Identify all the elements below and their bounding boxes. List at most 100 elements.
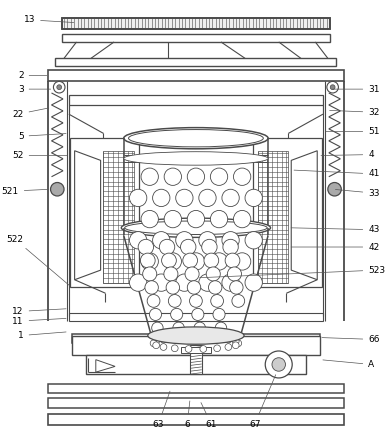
Bar [69,95,323,105]
Circle shape [130,232,147,249]
Circle shape [245,232,262,249]
Text: 5: 5 [18,132,66,141]
Text: 41: 41 [294,169,379,179]
Bar [253,138,322,288]
Circle shape [164,267,178,281]
Circle shape [190,295,202,307]
Circle shape [150,340,157,347]
Bar [55,58,336,66]
Circle shape [225,344,232,350]
Bar [258,151,288,283]
Text: 11: 11 [12,317,66,326]
Circle shape [230,281,243,294]
Text: 1: 1 [18,331,66,340]
Text: 42: 42 [291,242,379,252]
Circle shape [173,322,184,334]
Text: 32: 32 [330,108,379,117]
Circle shape [222,274,239,291]
Text: 3: 3 [18,85,51,93]
Circle shape [328,183,341,196]
Bar [69,314,323,321]
Circle shape [130,274,147,291]
Text: 522: 522 [7,235,69,286]
Text: 521: 521 [2,187,48,196]
Text: 66: 66 [322,335,380,344]
Circle shape [214,345,220,352]
Circle shape [176,232,193,249]
Circle shape [152,232,170,249]
Text: 2: 2 [18,71,47,80]
Circle shape [185,346,192,352]
Circle shape [245,189,262,206]
Bar [104,151,134,283]
Circle shape [202,239,217,255]
Ellipse shape [148,327,244,344]
Bar [190,345,202,374]
Circle shape [200,334,207,341]
Bar [62,34,330,42]
Circle shape [265,351,292,378]
Text: 22: 22 [12,108,49,119]
Circle shape [171,308,183,320]
Bar [48,398,344,408]
Text: 6: 6 [184,401,190,429]
Circle shape [166,281,180,294]
Circle shape [234,210,251,228]
Text: 52: 52 [12,151,67,160]
Circle shape [210,210,228,228]
Circle shape [225,253,240,268]
Circle shape [215,322,227,334]
Text: 13: 13 [24,16,74,24]
Circle shape [161,253,176,268]
Circle shape [222,189,239,206]
Text: A: A [323,360,374,369]
Text: 33: 33 [335,189,380,198]
Ellipse shape [124,128,268,149]
Circle shape [225,336,232,343]
Circle shape [232,338,239,345]
Bar [48,414,344,425]
Bar [180,347,211,353]
Circle shape [199,232,216,249]
Circle shape [171,345,178,352]
Circle shape [200,346,207,352]
Circle shape [141,253,158,270]
Circle shape [208,281,222,294]
Text: 51: 51 [326,127,380,136]
Circle shape [164,210,182,228]
Circle shape [187,168,204,186]
Ellipse shape [121,218,270,237]
Circle shape [164,168,182,186]
Circle shape [57,85,62,89]
Circle shape [223,239,238,255]
Circle shape [152,322,163,334]
Circle shape [140,253,155,268]
Circle shape [210,168,228,186]
Circle shape [141,210,158,228]
Circle shape [50,183,64,196]
Circle shape [232,295,245,307]
Circle shape [213,308,225,320]
Circle shape [143,267,157,281]
Circle shape [176,274,193,291]
Circle shape [164,253,182,270]
Circle shape [272,358,286,371]
Ellipse shape [150,333,242,348]
Circle shape [160,336,167,343]
Circle shape [152,189,170,206]
Circle shape [245,274,262,291]
Bar [72,334,320,343]
Circle shape [211,295,223,307]
Circle shape [152,274,170,291]
Circle shape [176,189,193,206]
Bar [48,384,344,393]
Circle shape [153,338,159,345]
Circle shape [204,253,219,268]
Bar [86,355,306,374]
Circle shape [54,82,65,93]
Circle shape [187,281,201,294]
Circle shape [232,342,239,349]
Circle shape [235,340,242,347]
Text: 12: 12 [12,307,66,316]
Circle shape [160,344,167,350]
